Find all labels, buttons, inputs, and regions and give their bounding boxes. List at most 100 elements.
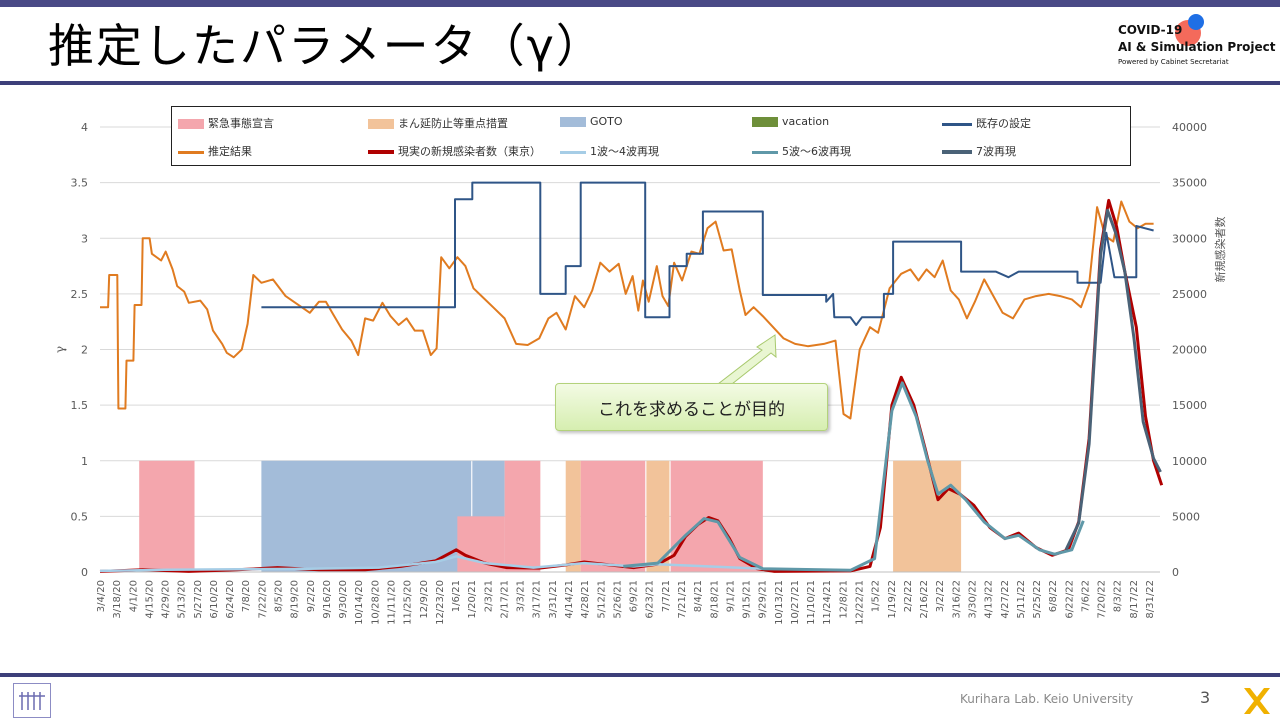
x-tick-label: 10/27/21 (790, 580, 801, 625)
x-tick-label: 1/5/22 (871, 580, 882, 612)
top-accent-bar (0, 0, 1280, 7)
policy-area (565, 460, 581, 572)
legend-swatch-manen (368, 119, 394, 129)
logo-blue-circle (1188, 14, 1204, 30)
x-tick-label: 3/4/20 (96, 580, 107, 612)
x-tick-label: 2/16/22 (919, 580, 930, 619)
legend-swatch-wave7 (942, 150, 972, 154)
x-tick-label: 5/12/21 (596, 580, 607, 619)
goal-callout: これを求めることが目的 (555, 383, 828, 431)
y-right-tick-label: 15000 (1172, 399, 1207, 412)
legend-swatch-goto (560, 117, 586, 127)
policy-area (646, 460, 670, 572)
legend-swatch-existing (942, 122, 972, 126)
x-tick-label: 3/16/22 (951, 580, 962, 619)
x-tick-label: 8/19/20 (290, 580, 301, 619)
x-tick-label: 11/25/20 (403, 580, 414, 625)
y-left-tick-label: 2.5 (71, 288, 89, 301)
y-left-tick-label: 4 (81, 121, 88, 134)
x-tick-label: 8/4/21 (693, 580, 704, 612)
y-left-tick-label: 0 (81, 566, 88, 579)
x-tick-label: 4/27/22 (1000, 580, 1011, 619)
legend-item-wave7: 7波再現 (942, 143, 1016, 159)
x-tick-label: 8/3/22 (1113, 580, 1124, 612)
y-right-axis-label: 新規感染者数 (1213, 217, 1227, 283)
x-tick-label: 2/2/22 (903, 580, 914, 612)
x-tick-label: 8/5/20 (274, 580, 285, 612)
legend-label: 現実の新規感染者数（東京） (398, 145, 541, 158)
legend-swatch-actual (368, 150, 394, 154)
y-right-tick-label: 20000 (1172, 344, 1207, 357)
y-left-tick-label: 2 (81, 344, 88, 357)
x-tick-label: 11/11/20 (386, 580, 397, 625)
callout-arrow-icon (716, 334, 777, 385)
cross-logo-icon (1244, 688, 1270, 714)
x-tick-label: 12/9/20 (419, 580, 430, 619)
legend-item-wave5-6: 5波～6波再現 (752, 143, 851, 159)
x-tick-label: 6/10/20 (209, 580, 220, 619)
y-right-tick-label: 10000 (1172, 455, 1207, 468)
x-tick-label: 5/11/22 (1016, 580, 1027, 619)
x-tick-label: 8/31/22 (1145, 580, 1156, 619)
x-tick-label: 9/29/21 (758, 580, 769, 619)
legend-item-actual: 現実の新規感染者数（東京） (368, 143, 541, 159)
legend-swatch-emergency (178, 119, 204, 129)
legend-swatch-vacation (752, 117, 778, 127)
x-tick-label: 7/22/20 (257, 580, 268, 619)
series-line (100, 200, 1154, 420)
legend-item-estimate: 推定結果 (178, 143, 252, 159)
x-tick-label: 11/24/21 (822, 580, 833, 625)
legend-item-manen: まん延防止等重点措置 (368, 115, 508, 131)
x-tick-label: 5/27/20 (193, 580, 204, 619)
footer-affiliation: Kurihara Lab. Keio University (960, 692, 1134, 706)
y-right-tick-label: 30000 (1172, 232, 1207, 245)
x-tick-label: 1/20/21 (467, 580, 478, 619)
y-right-tick-label: 40000 (1172, 121, 1207, 134)
x-tick-label: 12/8/21 (838, 580, 849, 619)
y-left-tick-label: 1 (81, 455, 88, 468)
y-left-tick-label: 3 (81, 232, 88, 245)
x-tick-label: 9/1/21 (725, 580, 736, 612)
y-left-tick-label: 1.5 (71, 399, 89, 412)
x-tick-label: 3/2/22 (935, 580, 946, 612)
legend-label: 7波再現 (976, 145, 1016, 158)
x-tick-label: 4/14/21 (564, 580, 575, 619)
series-line (623, 381, 1085, 572)
policy-area (580, 460, 646, 572)
y-left-tick-label: 3.5 (71, 177, 89, 190)
y-right-tick-label: 5000 (1172, 510, 1200, 523)
legend-swatch-estimate (178, 150, 204, 154)
x-tick-label: 6/22/22 (1064, 580, 1075, 619)
legend-item-existing: 既存の設定 (942, 115, 1031, 131)
lab-logo-icon (19, 692, 45, 710)
logo-line-3: Powered by Cabinet Secretariat (1118, 58, 1229, 66)
x-tick-label: 4/29/20 (161, 580, 172, 619)
legend-label: 1波～4波再現 (590, 145, 659, 158)
policy-area (893, 460, 962, 572)
x-tick-label: 10/13/21 (774, 580, 785, 625)
x-tick-label: 12/22/21 (855, 580, 866, 625)
legend-item-vacation: vacation (752, 115, 829, 128)
logo-line-2: AI & Simulation Project (1118, 40, 1276, 54)
x-tick-label: 2/3/21 (483, 580, 494, 612)
legend-label: 推定結果 (208, 145, 252, 158)
x-tick-label: 5/25/22 (1032, 580, 1043, 619)
x-tick-label: 7/20/22 (1097, 580, 1108, 619)
x-tick-label: 7/6/22 (1080, 580, 1091, 612)
legend-label: 既存の設定 (976, 117, 1031, 130)
legend-label: GOTO (590, 115, 623, 128)
x-tick-label: 4/13/22 (984, 580, 995, 619)
legend-item-emergency: 緊急事態宣言 (178, 115, 274, 131)
page-number: 3 (1200, 688, 1211, 707)
legend-swatch-wave5-6 (752, 150, 778, 154)
x-tick-label: 4/1/20 (128, 580, 139, 612)
x-tick-label: 7/21/21 (677, 580, 688, 619)
title-underline (0, 81, 1280, 85)
x-tick-label: 6/8/22 (1048, 580, 1059, 612)
x-tick-label: 4/28/21 (580, 580, 591, 619)
x-tick-label: 11/10/21 (806, 580, 817, 625)
x-tick-label: 9/2/20 (306, 580, 317, 612)
y-right-tick-label: 25000 (1172, 288, 1207, 301)
x-tick-label: 7/7/21 (661, 580, 672, 612)
kurihara-lab-logo (13, 683, 51, 718)
